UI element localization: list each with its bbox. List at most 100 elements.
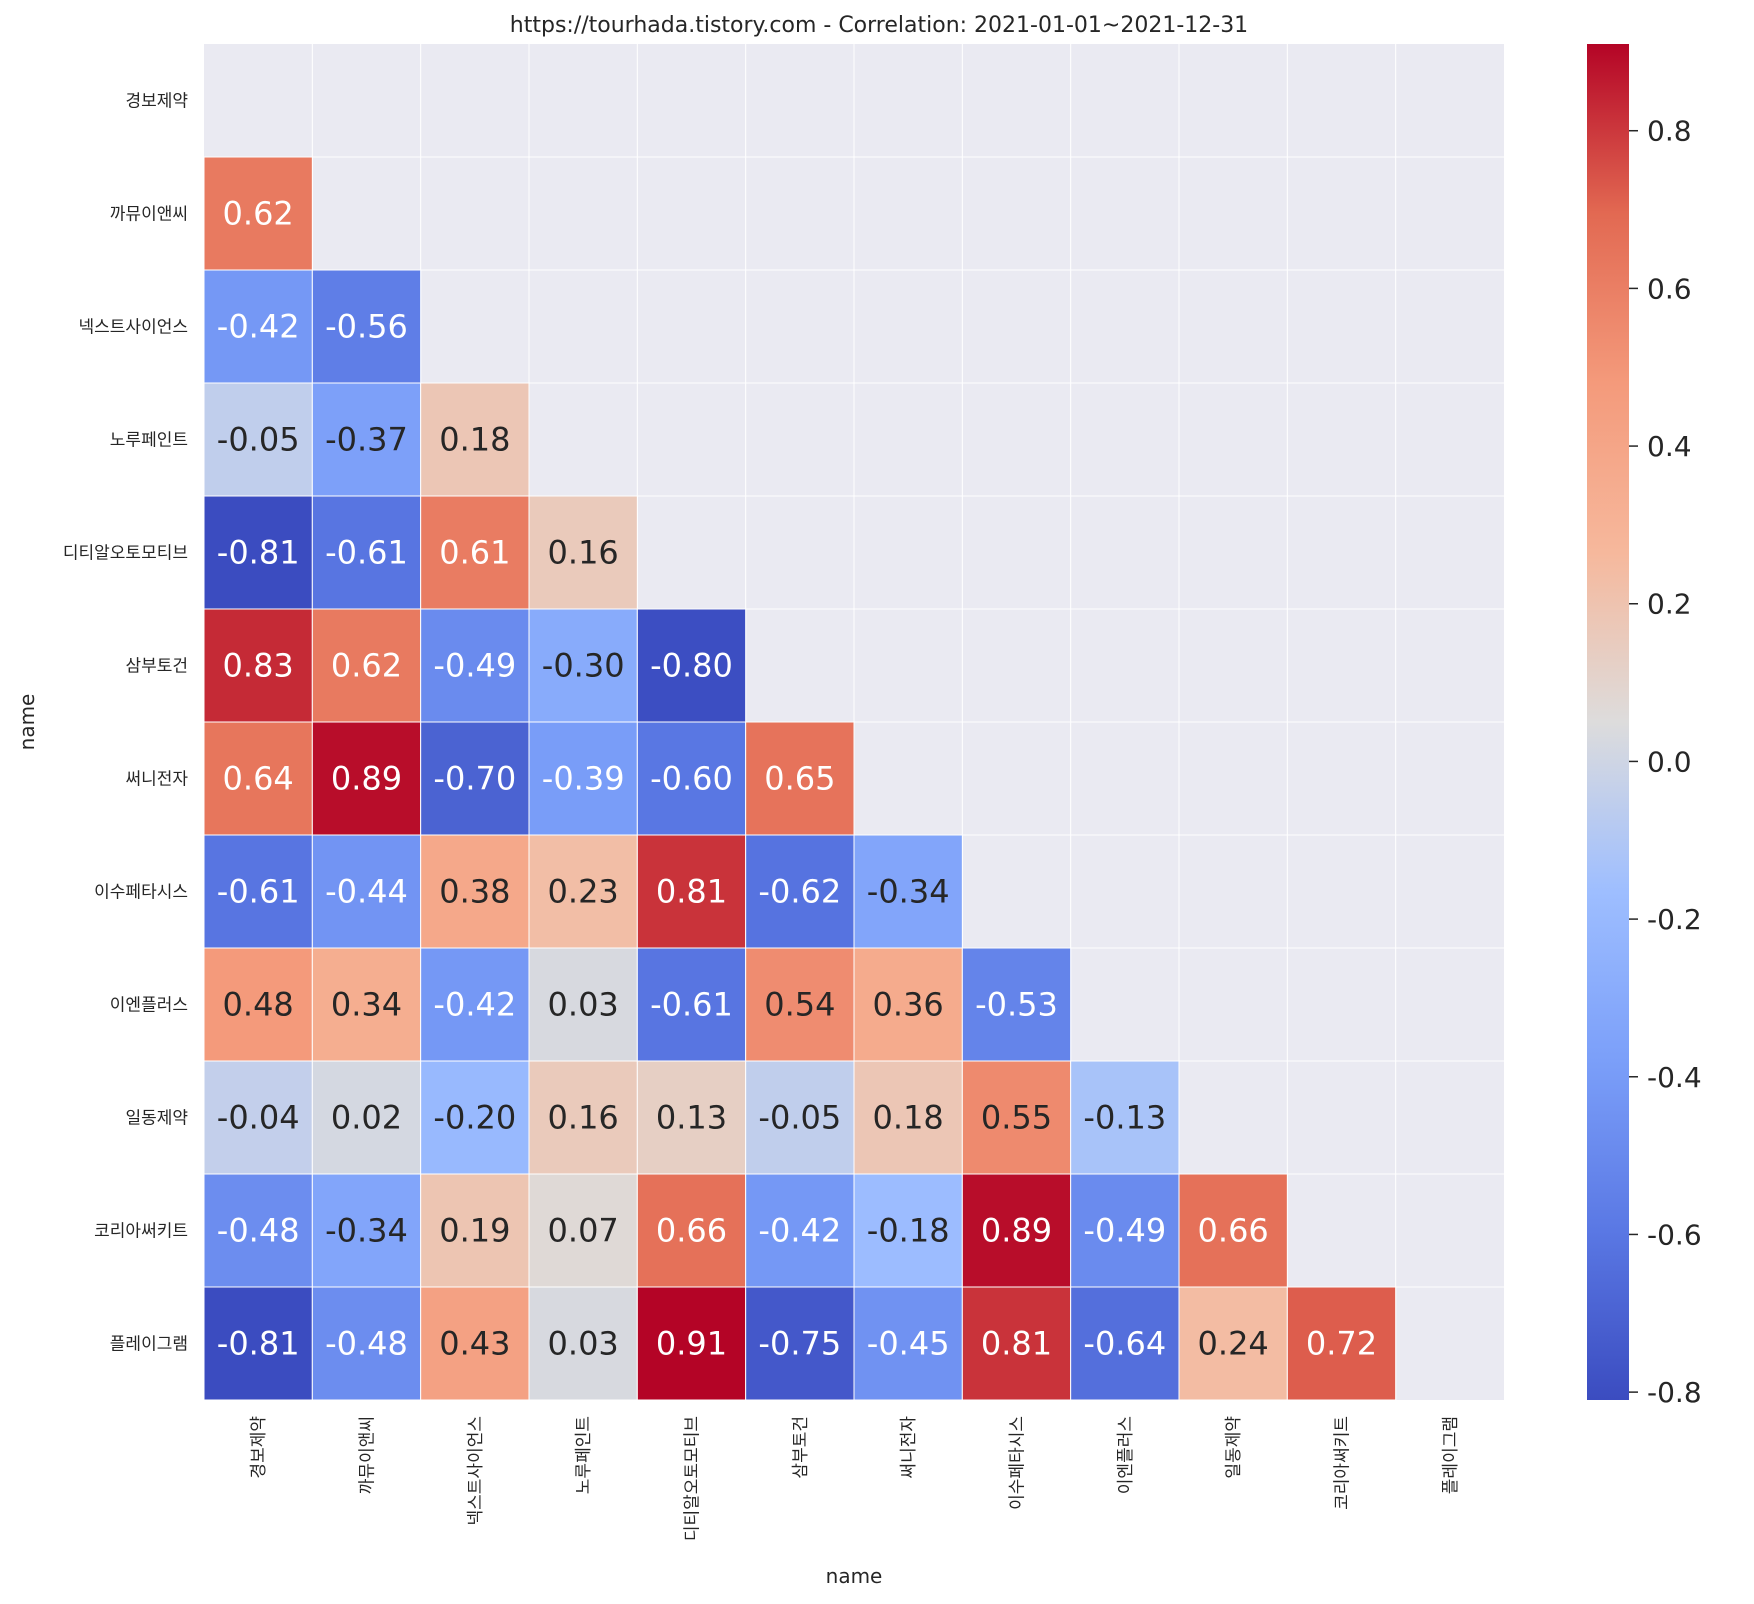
cell-value-label: 0.89 xyxy=(331,760,402,798)
heatmap-cell xyxy=(636,1173,747,1288)
heatmap-cell xyxy=(745,947,855,1062)
cell-value-label: -0.18 xyxy=(867,1212,950,1250)
heatmap-cell xyxy=(311,608,422,723)
x-tick-label: 이수페타시스 xyxy=(1008,1416,1028,1510)
heatmap-cell xyxy=(853,1173,963,1288)
cell-value-label: -0.42 xyxy=(433,986,516,1024)
heatmap-cell xyxy=(636,947,747,1062)
heatmap-cell xyxy=(636,834,747,949)
cell-value-label: 0.91 xyxy=(656,1325,727,1363)
heatmap-cell xyxy=(528,495,638,610)
cell-value-label: 0.19 xyxy=(439,1212,510,1250)
cell-value-label: 0.83 xyxy=(223,647,294,685)
heatmap-cell xyxy=(203,608,313,723)
cell-value-label: 0.55 xyxy=(981,1099,1052,1137)
heatmap-cell xyxy=(1286,1286,1397,1401)
cell-value-label: -0.45 xyxy=(867,1325,950,1363)
cell-value-label: -0.44 xyxy=(325,873,408,911)
heatmap-cell xyxy=(745,834,855,949)
cell-value-label: -0.42 xyxy=(758,1212,841,1250)
cell-value-label: -0.49 xyxy=(1083,1212,1166,1250)
cell-value-label: 0.23 xyxy=(548,873,619,911)
cell-value-label: -0.37 xyxy=(325,421,408,459)
heatmap-cell xyxy=(1070,1173,1180,1288)
heatmap-cell xyxy=(853,947,963,1062)
x-tick-label: 경보제약 xyxy=(249,1416,269,1479)
y-axis-label: name xyxy=(15,694,39,751)
chart-title: https://tourhada.tistory.com - Correlati… xyxy=(510,13,1248,38)
x-tick-label: 넥스트사이언스 xyxy=(466,1416,486,1525)
heatmap-cell xyxy=(853,1286,963,1401)
heatmap-cell xyxy=(1070,1060,1180,1175)
x-axis-label: name xyxy=(826,1564,883,1588)
cell-value-label: 0.62 xyxy=(223,195,294,233)
cell-value-label: -0.75 xyxy=(758,1325,841,1363)
cell-value-label: 0.81 xyxy=(656,873,727,911)
heatmap-cell xyxy=(420,721,530,836)
cell-value-label: -0.34 xyxy=(325,1212,408,1250)
cell-value-label: -0.04 xyxy=(217,1099,300,1137)
heatmap-cell xyxy=(203,1286,313,1401)
cell-value-label: 0.43 xyxy=(439,1325,510,1363)
heatmap-cell xyxy=(311,1060,422,1175)
cell-value-label: -0.61 xyxy=(650,986,733,1024)
heatmap-cell xyxy=(420,608,530,723)
heatmap-cell xyxy=(961,1173,1072,1288)
cell-value-label: 0.18 xyxy=(873,1099,944,1137)
colorbar-ticks: 0.8 0.6 0.4 0.2 0.0 -0.2 -0.4 -0.6 -0.8 xyxy=(1629,115,1702,1409)
heatmap-cell xyxy=(203,1173,313,1288)
cell-value-label: 0.18 xyxy=(439,421,510,459)
cell-value-label: 0.54 xyxy=(764,986,835,1024)
cell-value-label: -0.48 xyxy=(217,1212,300,1250)
heatmap-cell xyxy=(528,1286,638,1401)
y-tick-label: 플레이그램 xyxy=(110,1335,188,1355)
cell-value-label: -0.30 xyxy=(542,647,625,685)
cell-value-label: 0.65 xyxy=(764,760,835,798)
y-tick-label: 코리아써키트 xyxy=(94,1222,188,1242)
cell-value-label: -0.05 xyxy=(217,421,300,459)
cell-value-label: 0.13 xyxy=(656,1099,727,1137)
cell-value-label: 0.89 xyxy=(981,1212,1052,1250)
cell-value-label: -0.61 xyxy=(217,873,300,911)
heatmap-cell xyxy=(528,1173,638,1288)
x-tick-label: 이엔플러스 xyxy=(1116,1416,1136,1494)
cell-value-label: 0.16 xyxy=(548,534,619,572)
heatmap-cell xyxy=(745,1060,855,1175)
cell-value-label: 0.02 xyxy=(331,1099,402,1137)
x-tick-label: 써니전자 xyxy=(899,1416,919,1479)
colorbar-tick-label: 0.2 xyxy=(1647,588,1692,621)
x-tick-labels: 경보제약 까뮤이앤씨 넥스트사이언스 노루페인트 디티알오토모티브 삼부토건 써니전자 이수페… xyxy=(249,1416,1461,1541)
x-tick-label: 일동제약 xyxy=(1224,1416,1244,1479)
heatmap-cell xyxy=(1070,1286,1180,1401)
heatmap-cell xyxy=(745,721,855,836)
y-tick-label: 써니전자 xyxy=(125,770,188,790)
y-tick-label: 노루페인트 xyxy=(110,431,188,451)
cell-value-label: 0.66 xyxy=(656,1212,727,1250)
heatmap-cell xyxy=(203,156,313,271)
cell-value-label: -0.34 xyxy=(867,873,950,911)
heatmap-cell xyxy=(528,947,638,1062)
cell-value-label: 0.03 xyxy=(548,1325,619,1363)
cell-value-label: 0.66 xyxy=(1198,1212,1269,1250)
heatmap-cell xyxy=(420,382,530,497)
cell-value-label: 0.38 xyxy=(439,873,510,911)
cell-value-label: -0.56 xyxy=(325,308,408,346)
heatmap-cell xyxy=(420,1286,530,1401)
y-tick-label: 이수페타시스 xyxy=(94,883,188,903)
colorbar-tick-label: -0.2 xyxy=(1647,903,1702,936)
x-tick-label: 노루페인트 xyxy=(574,1416,594,1494)
heatmap-cells: 0.62 -0.42 -0.56 -0.05 -0.37 0.18 -0.81 -0.61 0.… xyxy=(203,156,1397,1401)
heatmap-cell xyxy=(420,495,530,610)
colorbar-tick-label: 0.4 xyxy=(1647,430,1692,463)
heatmap-cell xyxy=(311,269,422,384)
heatmap-cell xyxy=(636,1286,747,1401)
cell-value-label: 0.03 xyxy=(548,986,619,1024)
cell-value-label: -0.64 xyxy=(1083,1325,1166,1363)
x-tick-label: 삼부토건 xyxy=(791,1416,811,1479)
cell-value-label: 0.72 xyxy=(1306,1325,1377,1363)
y-tick-label: 까뮤이앤씨 xyxy=(110,205,188,225)
heatmap-cell xyxy=(311,495,422,610)
cell-value-label: 0.07 xyxy=(548,1212,619,1250)
cell-value-label: 0.16 xyxy=(548,1099,619,1137)
cell-value-label: 0.81 xyxy=(981,1325,1052,1363)
